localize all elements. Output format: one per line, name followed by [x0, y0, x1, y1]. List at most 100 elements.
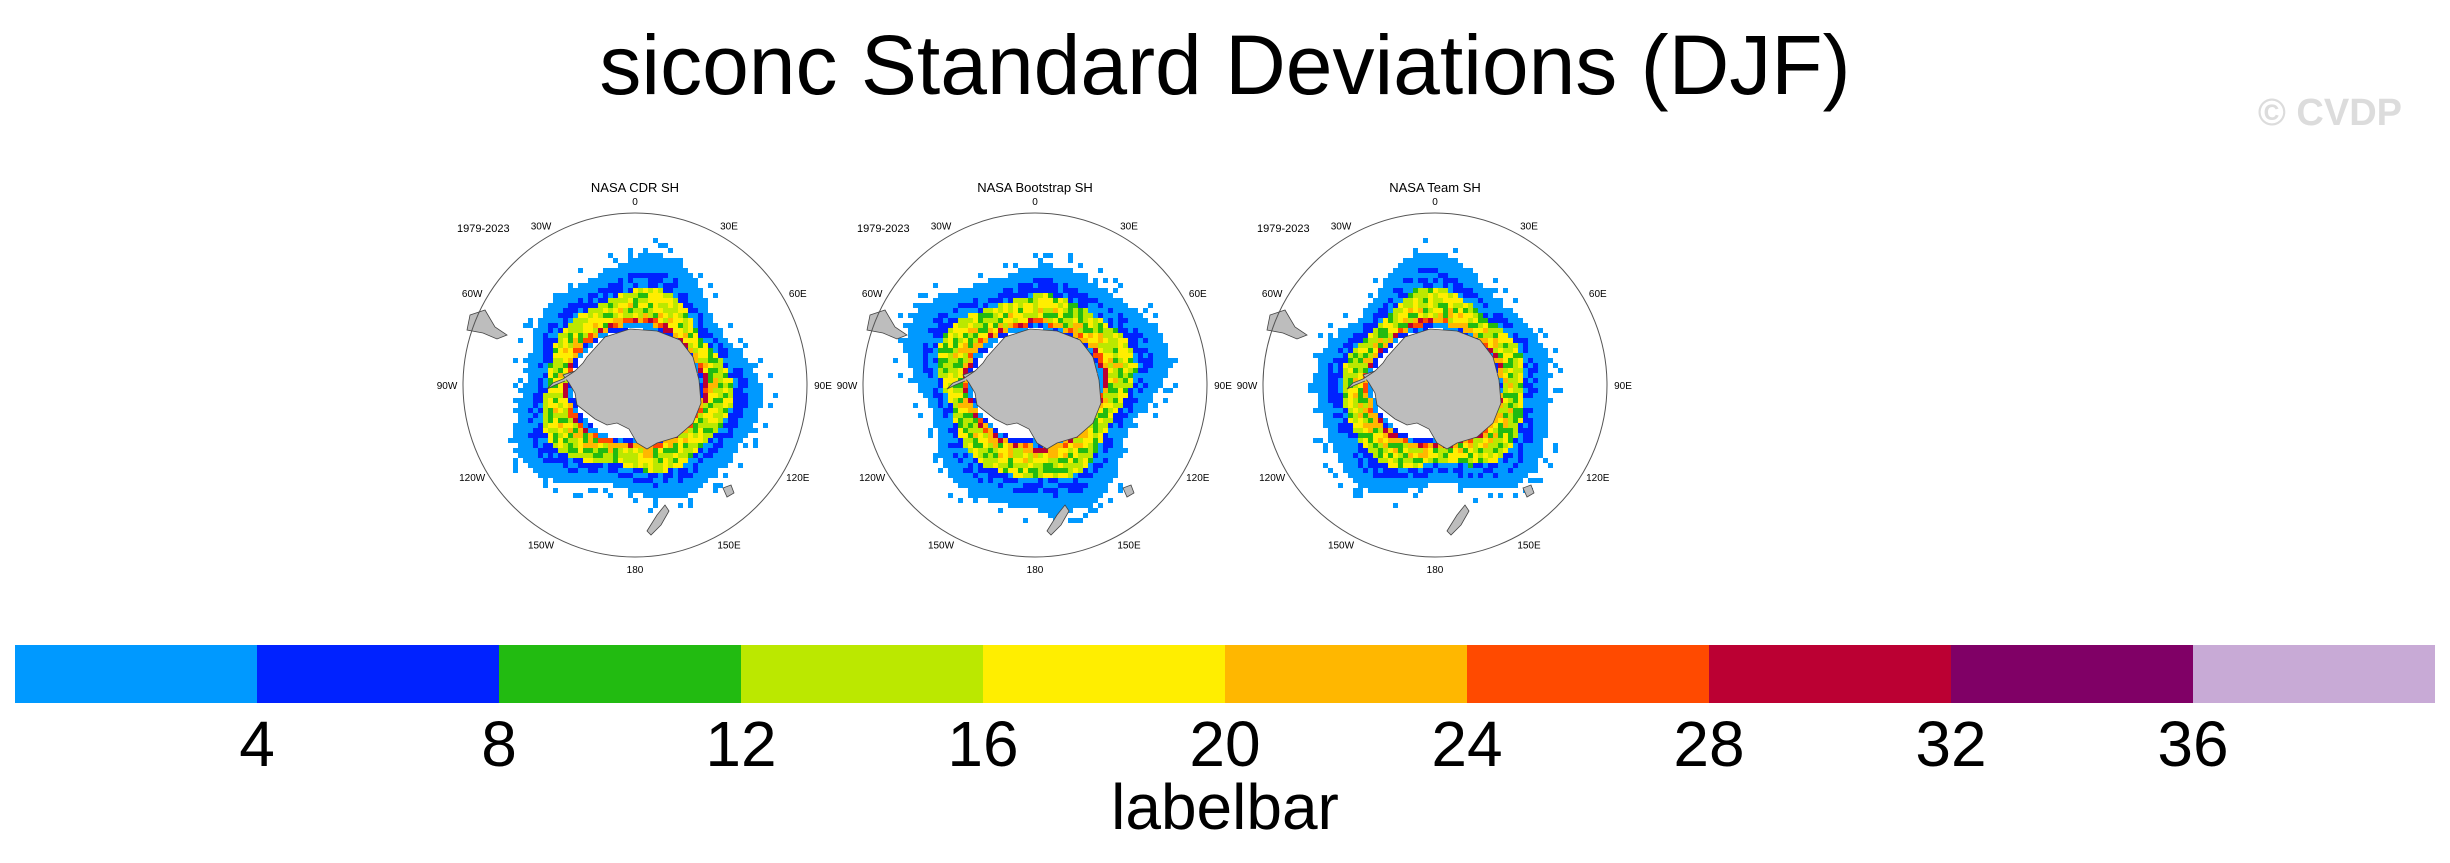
ice-cell: [1108, 323, 1113, 328]
ice-cell: [1538, 378, 1543, 383]
ice-cell: [588, 433, 593, 438]
ice-cell: [1058, 473, 1063, 478]
ice-cell: [613, 298, 618, 303]
ice-cell: [968, 463, 973, 468]
ice-cell: [718, 443, 723, 448]
ice-cell: [1108, 408, 1113, 413]
ice-cell: [1133, 308, 1138, 313]
ice-cell: [1493, 323, 1498, 328]
ice-cell: [958, 288, 963, 293]
ice-cell: [993, 473, 998, 478]
ice-cell: [1058, 288, 1063, 293]
ice-cell: [1368, 443, 1373, 448]
ice-cell: [1038, 508, 1043, 513]
ice-cell: [918, 338, 923, 343]
panel-title: NASA CDR SH: [591, 180, 679, 195]
ice-cell: [1043, 268, 1048, 273]
ice-cell: [1343, 463, 1348, 468]
ice-cell: [658, 303, 663, 308]
ice-cell: [998, 303, 1003, 308]
ice-cell: [1473, 318, 1478, 323]
ice-cell: [553, 333, 558, 338]
ice-cell: [1418, 288, 1423, 293]
ice-cell: [1413, 268, 1418, 273]
ice-cell: [948, 378, 953, 383]
ice-cell: [1068, 483, 1073, 488]
ice-cell: [533, 398, 538, 403]
ice-cell: [1083, 338, 1088, 343]
ice-cell: [1463, 463, 1468, 468]
ice-cell: [513, 458, 518, 463]
ice-cell: [1418, 443, 1423, 448]
ice-cell: [1073, 478, 1078, 483]
ice-cell: [913, 318, 918, 323]
ice-cell: [698, 293, 703, 298]
ice-cell: [1078, 328, 1083, 333]
ice-cell: [1468, 318, 1473, 323]
ice-cell: [723, 348, 728, 353]
ice-cell: [1398, 463, 1403, 468]
ice-cell: [648, 313, 653, 318]
ice-cell: [1463, 298, 1468, 303]
ice-cell: [1008, 498, 1013, 503]
ice-cell: [563, 418, 568, 423]
ice-cell: [558, 308, 563, 313]
ice-cell: [1153, 373, 1158, 378]
ice-cell: [1443, 468, 1448, 473]
ice-cell: [1388, 313, 1393, 318]
ice-cell: [1438, 468, 1443, 473]
ice-cell: [983, 343, 988, 348]
ice-cell: [568, 388, 573, 393]
ice-cell: [618, 273, 623, 278]
ice-cell: [703, 453, 708, 458]
ice-cell: [1163, 343, 1168, 348]
ice-cell: [1388, 278, 1393, 283]
ice-cell: [1318, 438, 1323, 443]
ice-cell: [1083, 303, 1088, 308]
ice-cell: [718, 388, 723, 393]
ice-cell: [563, 438, 568, 443]
ice-cell: [1428, 298, 1433, 303]
ice-cell: [538, 448, 543, 453]
ice-cell: [1368, 488, 1373, 493]
ice-cell: [993, 328, 998, 333]
ice-cell: [1503, 338, 1508, 343]
ice-cell: [723, 408, 728, 413]
ice-cell: [1128, 423, 1133, 428]
ice-cell: [1398, 333, 1403, 338]
ice-cell: [668, 328, 673, 333]
ice-cell: [1103, 413, 1108, 418]
ice-cell: [633, 453, 638, 458]
ice-cell: [678, 293, 683, 298]
ice-cell: [1513, 348, 1518, 353]
ice-cell: [1498, 473, 1503, 478]
ice-cell: [1083, 283, 1088, 288]
ice-cell: [1348, 388, 1353, 393]
ice-cell: [1108, 438, 1113, 443]
ice-cell: [978, 478, 983, 483]
ice-cell: [1058, 448, 1063, 453]
ice-cell: [1493, 328, 1498, 333]
ice-cell: [1453, 263, 1458, 268]
ice-cell: [1383, 348, 1388, 353]
ice-cell: [1093, 333, 1098, 338]
ice-cell: [1518, 393, 1523, 398]
ice-cell: [748, 418, 753, 423]
colorbar-svg: [15, 645, 2435, 703]
ice-cell: [1033, 458, 1038, 463]
ice-cell: [1328, 413, 1333, 418]
ice-cell: [1413, 493, 1418, 498]
ice-cell: [918, 333, 923, 338]
ice-cell: [688, 293, 693, 298]
ice-cell: [1138, 323, 1143, 328]
ice-cell: [1108, 448, 1113, 453]
ice-cell: [1373, 363, 1378, 368]
ice-cell: [1508, 453, 1513, 458]
ice-cell: [533, 468, 538, 473]
ice-cell: [1443, 253, 1448, 258]
ice-cell: [963, 393, 968, 398]
ice-cell: [688, 308, 693, 313]
ice-cell: [978, 343, 983, 348]
ice-cell: [1378, 418, 1383, 423]
ice-cell: [638, 463, 643, 468]
